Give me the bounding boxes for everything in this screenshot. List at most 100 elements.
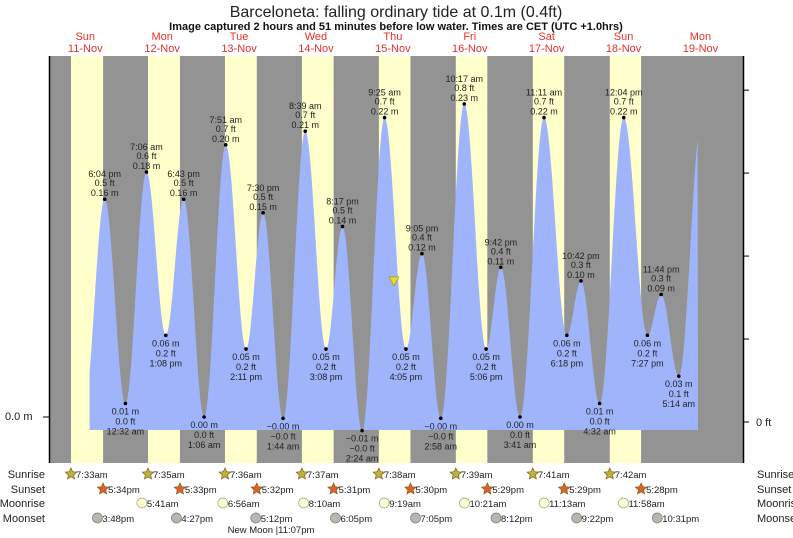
moonrise-time-label: 11:58am	[628, 499, 664, 510]
high-tide-point: 8:17 pm0.5 ft0.14 m	[326, 196, 359, 229]
tide-point-dot	[484, 347, 488, 351]
tide-ft-label: 0.7 ft	[375, 97, 396, 107]
sun-moon-almanac: Sunrise Sunrise 7:33am 7:35am 7:36am 7:37am 7:…	[0, 467, 793, 525]
tide-m-label: 0.03 m	[665, 379, 693, 389]
sunrise-event: 7:35am	[141, 467, 185, 481]
sunrise-time-label: 7:37am	[307, 470, 339, 481]
tide-m-label: 0.11 m	[487, 256, 514, 266]
sunset-time-label: 5:31pm	[339, 485, 371, 496]
tide-time-label: 5:06 pm	[470, 372, 503, 382]
sunset-star-icon	[96, 482, 110, 495]
high-tide-point: 9:42 pm0.4 ft0.11 m	[485, 237, 517, 270]
tide-point-dot	[281, 416, 285, 421]
sunrise-star-icon	[218, 467, 232, 480]
tide-point-dot	[340, 224, 345, 229]
axes: 0.0 m 0 ft	[5, 56, 771, 463]
sunset-event: 5:28pm	[634, 482, 678, 496]
tide-point-dot	[261, 211, 265, 215]
sunrise-star-icon	[141, 467, 155, 480]
moonset-time-label: 7:05pm	[421, 514, 453, 525]
sunset-time-label: 5:33pm	[185, 485, 217, 496]
day-name-label: Mon	[151, 31, 172, 43]
moonrise-event: 6:56am	[217, 497, 260, 510]
day-date-label: 16-Nov	[452, 43, 488, 55]
day-name-label: Thu	[383, 31, 402, 43]
tide-point-dot	[621, 115, 626, 120]
high-tide-point: 6:43 pm0.5 ft0.16 m	[167, 169, 200, 202]
high-tide-point: 10:42 pm0.3 ft0.10 m	[562, 251, 600, 283]
tide-time-label: 10:42 pm	[562, 251, 600, 261]
moonrise-circle-icon	[298, 497, 310, 509]
day-date-label: 13-Nov	[221, 43, 257, 55]
tide-m-label: 0.05 m	[312, 352, 340, 362]
sunset-event: 5:31pm	[327, 482, 371, 496]
sunrise-event: 7:38am	[372, 467, 416, 481]
moonset-event: 9:22pm	[571, 512, 613, 525]
tide-time-label: 4:05 pm	[390, 372, 423, 382]
tide-ft-label: 0.5 ft	[332, 205, 353, 215]
tide-ft-label: 0.2 ft	[396, 362, 417, 372]
low-tide-point: 0.01 m0.0 ft4:32 am	[583, 401, 616, 436]
sunrise-time-label: 7:35am	[153, 470, 185, 481]
sunrise-time-label: 7:42am	[615, 470, 647, 481]
tide-point-dot	[579, 279, 583, 283]
tide-time-label: 12:32 am	[107, 426, 145, 436]
tide-m-label: 0.12 m	[408, 243, 436, 253]
tide-ft-label: 0.5 ft	[95, 178, 116, 188]
tide-m-label: 0.22 m	[530, 107, 558, 117]
tide-water-area	[89, 104, 698, 431]
tide-m-label: 0.00 m	[190, 420, 218, 430]
tide-time-label: 1:08 pm	[150, 358, 183, 368]
chart-title: Barceloneta: falling ordinary tide at 0.…	[230, 4, 563, 21]
tide-ft-label: 0.1 ft	[669, 389, 690, 399]
tide-ft-label: 0.6 ft	[136, 151, 157, 161]
tide-ft-label: 0.2 ft	[236, 362, 257, 372]
day-date-label: 19-Nov	[683, 43, 719, 55]
tide-point-dot	[244, 347, 248, 351]
high-tide-point: 7:51 am0.7 ft0.20 m	[209, 115, 242, 147]
sunset-time-label: 5:32pm	[262, 485, 294, 496]
moonrise-circle-icon	[538, 497, 550, 509]
tide-m-label: 0.05 m	[472, 352, 500, 362]
tide-m-label: 0.22 m	[610, 107, 638, 117]
sunset-time-label: 5:34pm	[108, 485, 140, 496]
sunrise-event: 7:42am	[603, 467, 647, 481]
low-tide-point: 0.05 m0.2 ft3:08 pm	[310, 347, 342, 382]
high-tide-point: 6:04 pm0.5 ft0.16 m	[88, 169, 121, 202]
tide-time-label: 7:27 pm	[631, 358, 664, 368]
tide-time-label: 4:32 am	[583, 426, 616, 436]
moonset-circle-icon	[171, 512, 182, 524]
moonrise-event: 8:10am	[298, 497, 340, 510]
moonrise-circle-icon	[217, 497, 229, 509]
sunrise-event: 7:33am	[64, 467, 108, 481]
moonset-event: 5:12pm	[250, 512, 293, 525]
high-tide-point: 9:25 am0.7 ft0.22 m	[368, 88, 401, 120]
sunrise-event: 7:39am	[449, 467, 493, 481]
tide-point-dot	[499, 265, 503, 270]
low-tide-point: 0.05 m0.2 ft4:05 pm	[390, 347, 423, 382]
low-tide-point: 0.05 m0.2 ft2:11 pm	[230, 347, 262, 382]
sunset-star-icon	[634, 482, 648, 495]
sunrise-time-label: 7:36am	[230, 470, 262, 481]
low-tide-point: 0.06 m0.2 ft6:18 pm	[551, 333, 583, 368]
moonrise-time-label: 9:19am	[389, 499, 421, 510]
moonset-time-label: 5:12pm	[261, 514, 293, 525]
low-tide-point: 0.06 m0.2 ft1:08 pm	[150, 333, 183, 368]
tide-m-label: 0.16 m	[91, 188, 119, 198]
tide-m-label: 0.00 m	[506, 420, 534, 430]
moonrise-row-label-left: Moonrise	[0, 498, 45, 510]
tide-m-label: 0.06 m	[152, 338, 180, 348]
tide-ft-label: 0.0 ft	[510, 430, 531, 440]
day-name-label: Sun	[75, 31, 95, 43]
tide-m-label: 0.09 m	[647, 284, 675, 294]
sunset-time-label: 5:30pm	[415, 485, 447, 496]
high-tide-point: 11:11 am0.7 ft0.22 m	[526, 88, 562, 120]
tide-ft-label: 0.5 ft	[174, 178, 195, 188]
tide-point-dot	[462, 102, 467, 106]
tide-ft-label: 0.0 ft	[590, 416, 611, 426]
tide-ft-label: 0.3 ft	[571, 260, 592, 270]
tide-ft-label: −0.0 ft	[428, 431, 454, 441]
moonset-circle-icon	[330, 512, 341, 524]
sunset-star-icon	[250, 482, 264, 495]
